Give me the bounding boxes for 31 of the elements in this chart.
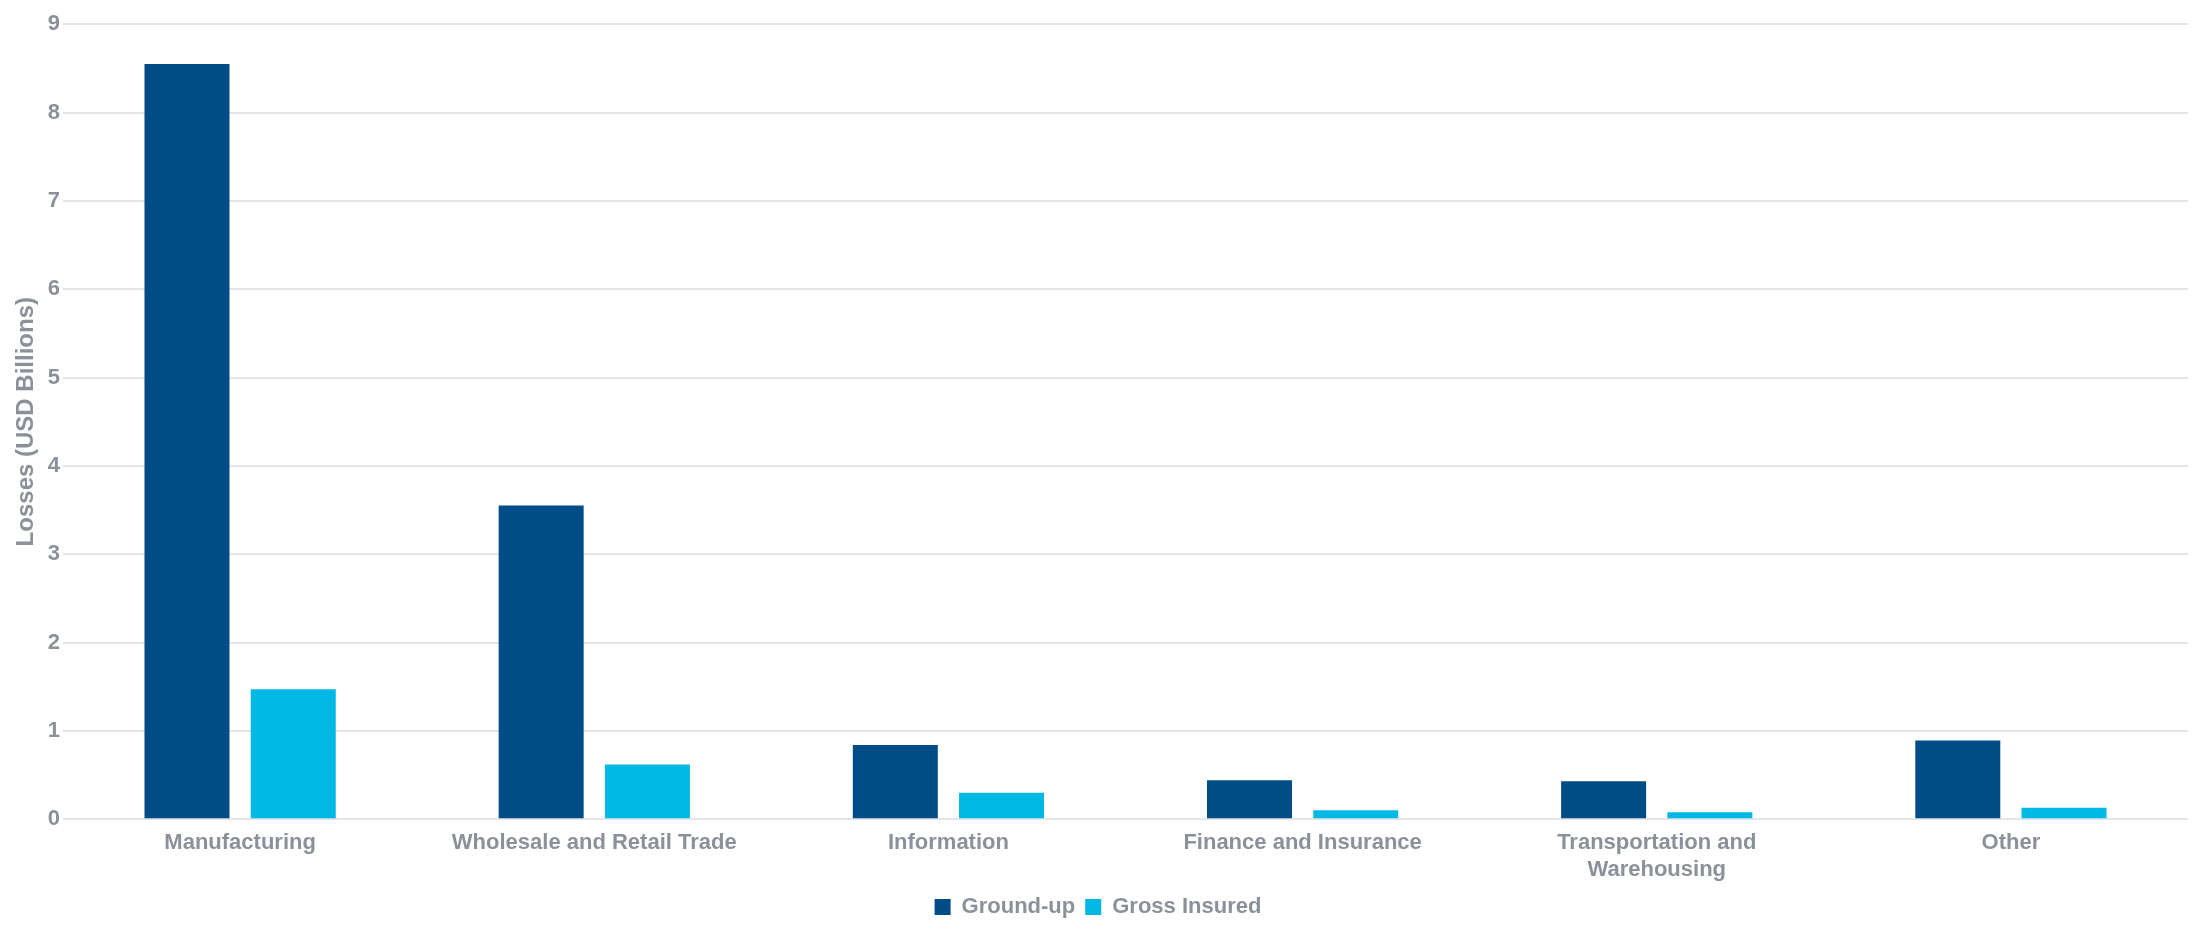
y-axis-title: Losses (USD Billions) [11,297,39,547]
bar [959,792,1045,819]
y-tick-label: 2 [47,628,61,654]
bar [1561,781,1647,819]
y-tick-label: 1 [47,716,61,742]
legend-label: Ground-up [961,893,1076,919]
bar [144,63,230,819]
legend-label: Gross Insured [1112,893,1262,919]
bar [1667,812,1753,819]
bar [498,505,584,819]
bar [2021,807,2107,819]
y-tick-label: 9 [47,10,61,36]
x-tick-label: Transportation and Warehousing [1557,829,1757,881]
y-tick-label: 0 [47,805,61,831]
y-tick-label: 5 [47,363,61,389]
bar [1313,810,1399,819]
x-tick-label: Manufacturing [164,829,316,855]
x-tick-label: Wholesale and Retail Trade [451,829,737,855]
y-tick-label: 4 [47,451,61,477]
bar [1915,740,2001,819]
bar [604,764,690,819]
bar [250,689,336,819]
y-tick-label: 3 [47,540,61,566]
bar [852,745,938,819]
bar [1206,780,1292,819]
y-tick-label: 6 [47,275,61,301]
y-tick-label: 7 [47,186,61,212]
x-tick-label: Finance and Insurance [1183,829,1422,855]
x-tick-label: Other [1981,829,2041,855]
x-tick-label: Information [887,829,1009,855]
y-tick-label: 8 [47,98,61,124]
